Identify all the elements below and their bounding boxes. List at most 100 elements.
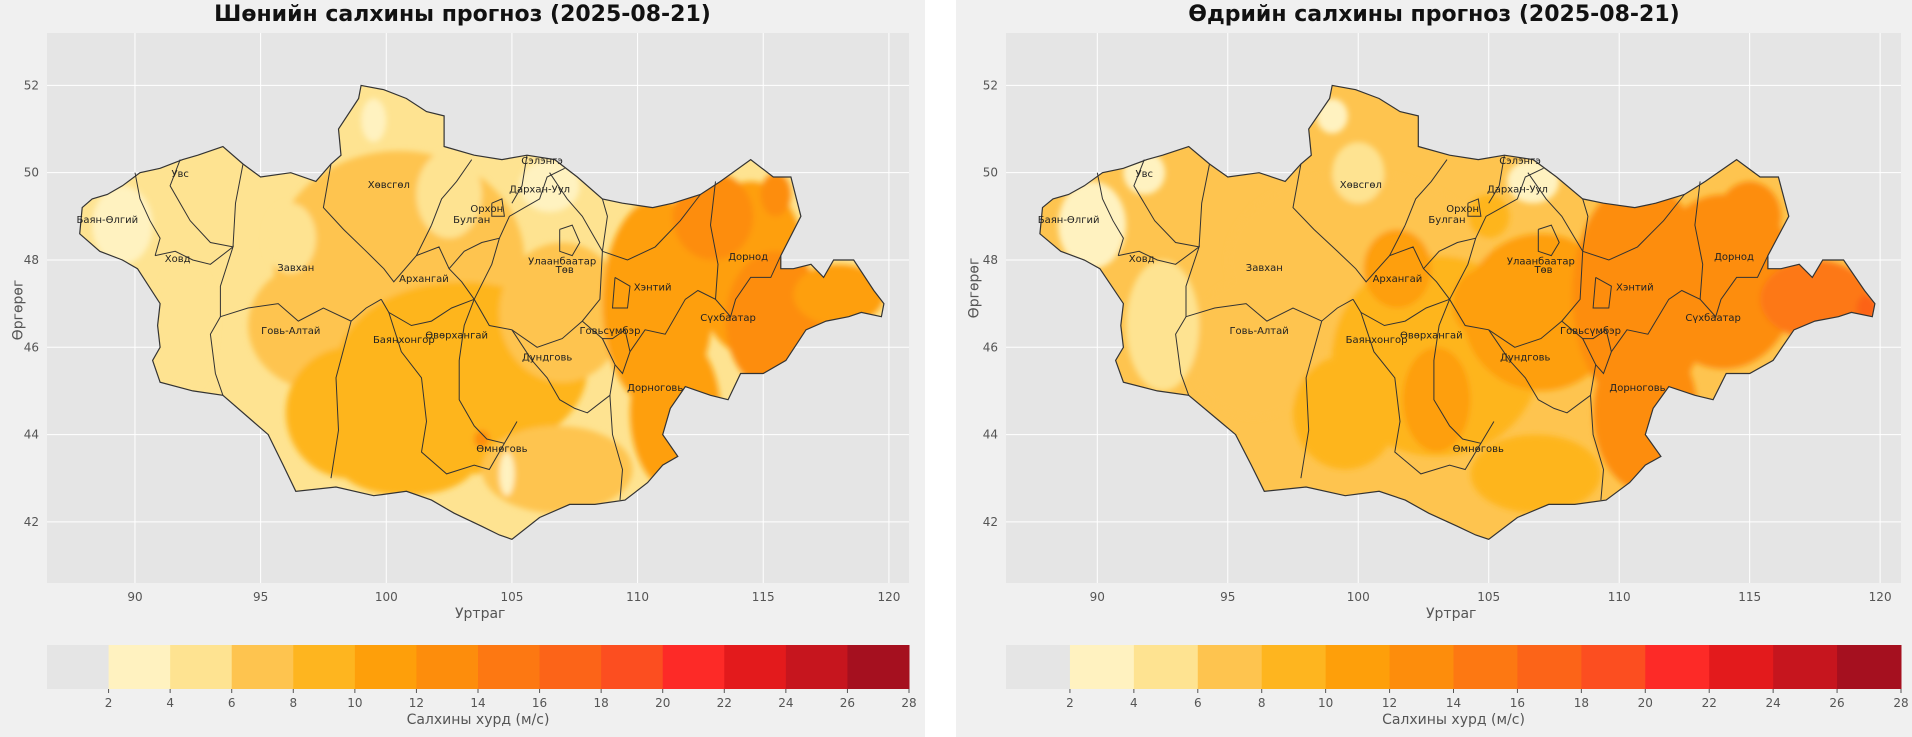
wind-contour (416, 150, 482, 239)
colorbar-cell (108, 645, 171, 689)
province-border (1537, 224, 1560, 257)
wind-contour (1293, 356, 1398, 470)
wind-contour (1126, 259, 1200, 391)
province-border (380, 246, 475, 327)
wind-contour (519, 159, 580, 212)
region-label: Төв (555, 265, 574, 276)
colorbar-cell (231, 645, 294, 689)
colorbar-cell (1517, 645, 1582, 689)
province-border (1118, 245, 1201, 396)
x-tick-label: 95 (253, 590, 268, 604)
region-label: Дорноговь (1609, 383, 1665, 394)
province-border (154, 245, 234, 396)
region-label: Увс (1136, 169, 1154, 180)
region-label: Архангай (1373, 274, 1423, 285)
colorbar-cell (1389, 645, 1454, 689)
colorbar-tick-label: 28 (901, 696, 916, 710)
x-tick-label: 115 (1738, 590, 1761, 604)
colorbar-cell (1325, 645, 1391, 689)
region-label: Дархан-Уул (1487, 184, 1548, 195)
y-tick-label: 46 (24, 340, 39, 354)
region-label: Дорноговь (627, 383, 683, 394)
night-forecast-panel: Шөнийн салхины прогноз (2025-08-21) 90 95… (0, 0, 925, 737)
colorbar-tick-label: 8 (289, 696, 297, 710)
colorbar-cell (601, 645, 664, 689)
wind-contour (1332, 142, 1385, 204)
region-label: Сүхбаатар (700, 313, 756, 324)
province-border (511, 320, 616, 414)
colorbar-tick-label: 26 (1829, 696, 1844, 710)
region-label: Булган (1428, 215, 1465, 226)
colorbar-cell (539, 645, 602, 689)
colorbar-tick-label: 10 (1318, 696, 1333, 710)
colorbar-cell (478, 645, 541, 689)
colorbar-tick-label: 12 (409, 696, 424, 710)
colorbar-cell (170, 645, 233, 689)
y-tick-label: 52 (24, 78, 39, 92)
wind-contour (1402, 347, 1471, 453)
colorbar-tick-label: 14 (1446, 696, 1461, 710)
wind-contour (92, 185, 153, 265)
region-label: Баян-Өлгий (76, 215, 138, 226)
panel-title: Өдрийн салхины прогноз (2025-08-21) (1188, 2, 1680, 27)
province-border (134, 172, 161, 256)
wind-contour (361, 98, 387, 143)
colorbar-label: Салхины хурд (м/с) (1382, 712, 1525, 728)
colorbar-cell (1709, 645, 1774, 689)
panel-divider (925, 0, 956, 737)
province-border (1300, 320, 1323, 479)
day-wind-map: 90 95 100 105 110 115 120424446485052УвсБаян-Ө… (983, 33, 1909, 710)
province-border (1292, 163, 1406, 283)
colorbar-tick-label: 20 (655, 696, 670, 710)
province-border (1488, 320, 1597, 414)
y-tick-label: 50 (983, 166, 998, 180)
colorbar-tick-label: 8 (1258, 696, 1266, 710)
panel-title: Шөнийн салхины прогноз (2025-08-21) (214, 2, 711, 27)
y-tick-label: 46 (983, 340, 998, 354)
province-border (1449, 198, 1589, 348)
region-label: Завхан (1246, 263, 1283, 274)
province-border (1467, 198, 1482, 217)
region-label: Дархан-Уул (509, 184, 570, 195)
x-tick-label: 110 (626, 590, 649, 604)
colorbar-cell (785, 645, 848, 689)
y-tick-label: 42 (983, 515, 998, 529)
x-tick-label: 90 (1090, 590, 1105, 604)
region-label: Говьсүмбэр (579, 326, 640, 337)
region-label: Дорнод (1714, 252, 1754, 263)
colorbar-cell (47, 645, 110, 689)
x-axis-label: Уртраг (455, 606, 506, 622)
province-border (559, 224, 581, 257)
province-border (1423, 167, 1544, 270)
colorbar-cell (416, 645, 479, 689)
colorbar-tick-label: 18 (594, 696, 609, 710)
region-label: Сүхбаатар (1685, 313, 1741, 324)
x-tick-label: 110 (1608, 590, 1631, 604)
province-border (1694, 181, 1704, 300)
province-border (1404, 159, 1448, 226)
region-label: Баянхонгор (1346, 335, 1408, 346)
region-label: Хөвсгөл (368, 180, 410, 191)
colorbar-tick-label: 6 (1194, 696, 1202, 710)
province-border (330, 320, 352, 479)
colorbar-cell (1581, 645, 1646, 689)
region-label: Говьсүмбэр (1560, 326, 1621, 337)
region-label: Сэлэнгэ (521, 156, 563, 167)
wind-contour (155, 259, 216, 391)
colorbar-tick-label: 12 (1382, 696, 1397, 710)
colorbar-tick-label: 6 (228, 696, 236, 710)
wind-contour (1467, 194, 1510, 239)
x-tick-label: 105 (500, 590, 523, 604)
colorbar-tick-label: 24 (778, 696, 793, 710)
region-label: Өвөрхангай (1400, 331, 1463, 342)
province-border (473, 198, 608, 348)
province-border (220, 298, 382, 322)
province-border (388, 312, 518, 475)
province-border (1582, 194, 1685, 261)
x-tick-label: 120 (877, 590, 900, 604)
x-tick-label: 95 (1220, 590, 1235, 604)
region-label: Өмнөговь (476, 444, 527, 455)
wind-contour (1452, 268, 1515, 339)
y-tick-label: 44 (983, 428, 998, 442)
province-border (1590, 395, 1605, 501)
